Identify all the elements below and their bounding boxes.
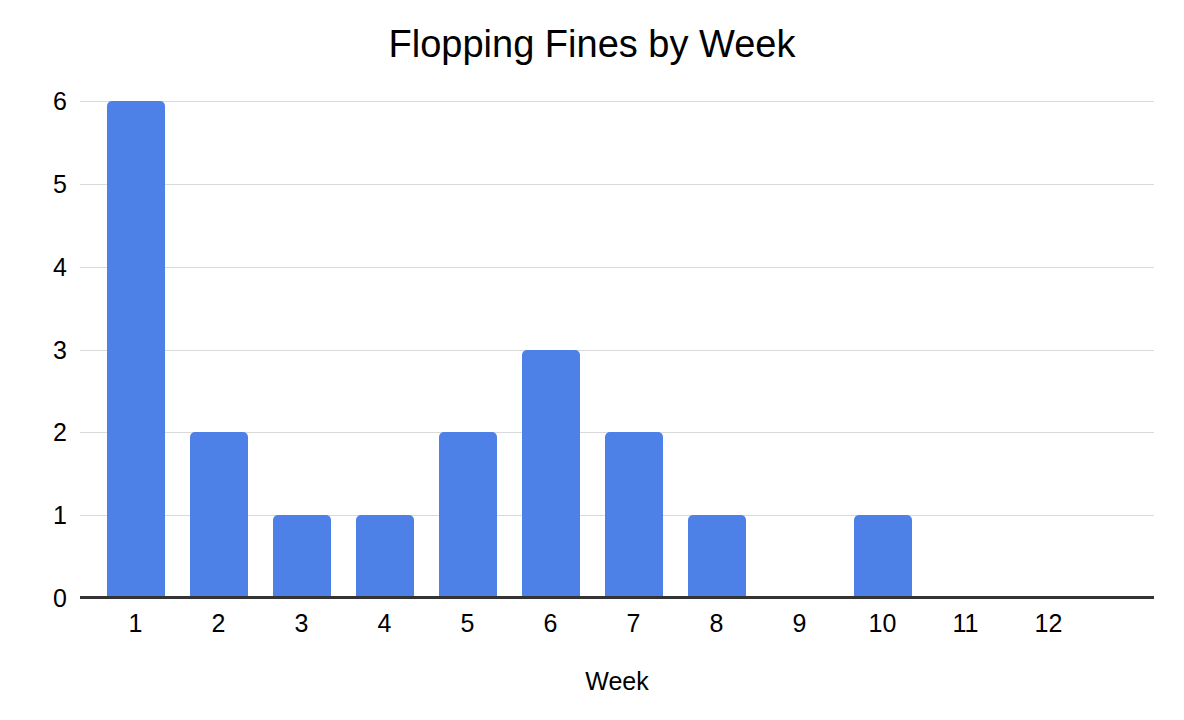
x-tick-label: 10 bbox=[841, 608, 924, 638]
bar bbox=[605, 432, 663, 598]
x-tick-label: 11 bbox=[924, 608, 1007, 638]
y-tick-label: 2 bbox=[0, 417, 67, 447]
bar-chart: Flopping Fines by Week 0123456 123456789… bbox=[0, 0, 1184, 720]
bar bbox=[522, 350, 580, 599]
x-tick-label: 12 bbox=[1007, 608, 1090, 638]
bar-column bbox=[426, 101, 509, 598]
x-axis: 123456789101112 bbox=[94, 608, 1090, 638]
x-tick-label: 7 bbox=[592, 608, 675, 638]
bar-column bbox=[343, 101, 426, 598]
bars bbox=[94, 101, 1090, 598]
bar-column bbox=[509, 101, 592, 598]
bar-column bbox=[592, 101, 675, 598]
x-axis-title: Week bbox=[80, 666, 1154, 696]
y-axis: 0123456 bbox=[0, 101, 67, 598]
y-tick-label: 6 bbox=[0, 86, 67, 116]
bar-column bbox=[675, 101, 758, 598]
bar-column bbox=[177, 101, 260, 598]
bar bbox=[356, 515, 414, 598]
bar-column bbox=[94, 101, 177, 598]
bar bbox=[107, 101, 165, 598]
x-tick-label: 5 bbox=[426, 608, 509, 638]
x-axis-line bbox=[80, 596, 1154, 599]
bar-column bbox=[758, 101, 841, 598]
x-tick-label: 4 bbox=[343, 608, 426, 638]
x-tick-label: 3 bbox=[260, 608, 343, 638]
y-tick-label: 0 bbox=[0, 583, 67, 613]
x-tick-label: 1 bbox=[94, 608, 177, 638]
bar bbox=[190, 432, 248, 598]
y-tick-label: 4 bbox=[0, 252, 67, 282]
bar-column bbox=[841, 101, 924, 598]
plot-area bbox=[80, 101, 1154, 598]
bar-column bbox=[260, 101, 343, 598]
bar bbox=[854, 515, 912, 598]
bar-column bbox=[1007, 101, 1090, 598]
chart-title: Flopping Fines by Week bbox=[0, 22, 1184, 66]
x-tick-label: 8 bbox=[675, 608, 758, 638]
bar bbox=[688, 515, 746, 598]
bar bbox=[273, 515, 331, 598]
y-tick-label: 1 bbox=[0, 500, 67, 530]
y-tick-label: 3 bbox=[0, 335, 67, 365]
bar-column bbox=[924, 101, 1007, 598]
x-tick-label: 9 bbox=[758, 608, 841, 638]
bar bbox=[439, 432, 497, 598]
x-tick-label: 6 bbox=[509, 608, 592, 638]
y-tick-label: 5 bbox=[0, 169, 67, 199]
x-tick-label: 2 bbox=[177, 608, 260, 638]
